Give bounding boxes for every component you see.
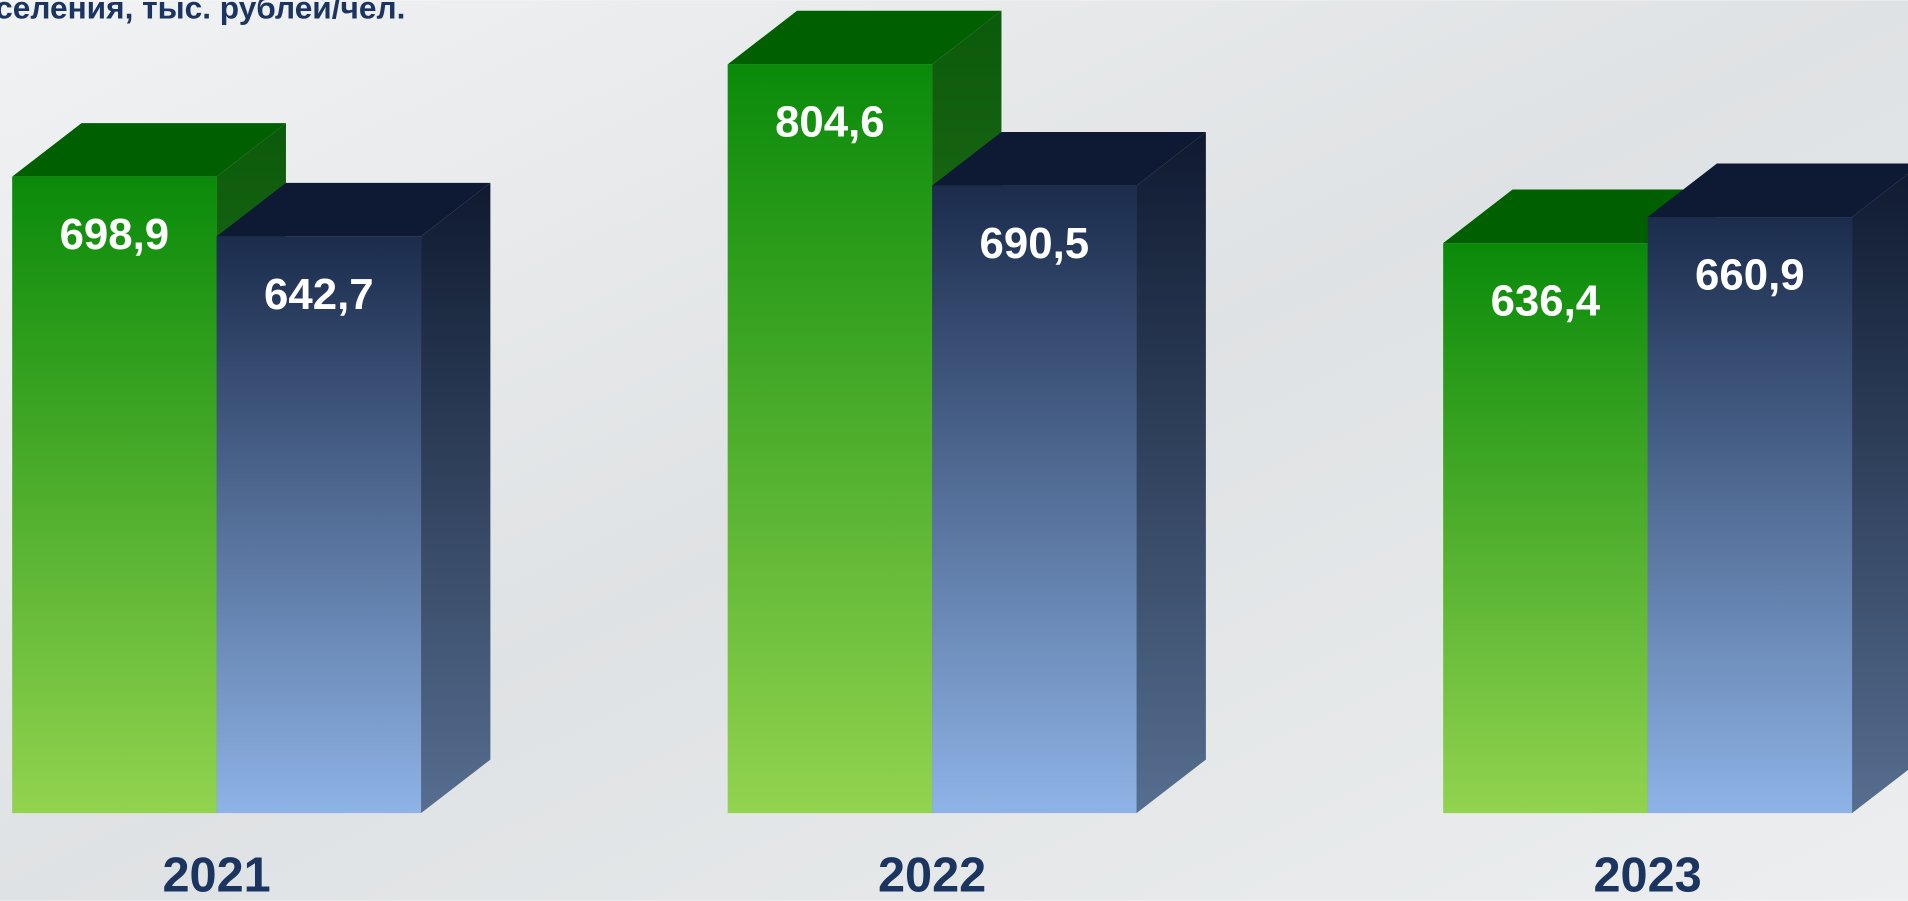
x-tick-label: 2022 [878, 849, 986, 901]
bar-side [1136, 132, 1206, 814]
bar-top [12, 123, 286, 177]
bar-top [1647, 163, 1908, 218]
bar-top [727, 10, 1002, 65]
data-label: 636,4 [1491, 276, 1601, 325]
bar [12, 176, 217, 814]
data-label: 698,9 [60, 210, 170, 259]
bar [216, 236, 422, 814]
x-tick-label: 2021 [162, 849, 270, 901]
data-label: 642,7 [264, 270, 374, 319]
chart-title: селения, тыс. рублей/чел. [0, 0, 405, 25]
data-label: 804,6 [775, 98, 885, 147]
bar [1443, 243, 1648, 814]
bar-side [421, 182, 491, 814]
data-label: 660,9 [1695, 250, 1805, 299]
bar [932, 185, 1137, 814]
bar [1647, 217, 1853, 814]
bar-top [932, 132, 1206, 186]
data-label: 690,5 [980, 219, 1090, 268]
bar [727, 64, 933, 814]
x-tick-label: 2023 [1593, 849, 1701, 901]
bar-top [216, 182, 491, 237]
bar-side [1852, 173, 1908, 814]
